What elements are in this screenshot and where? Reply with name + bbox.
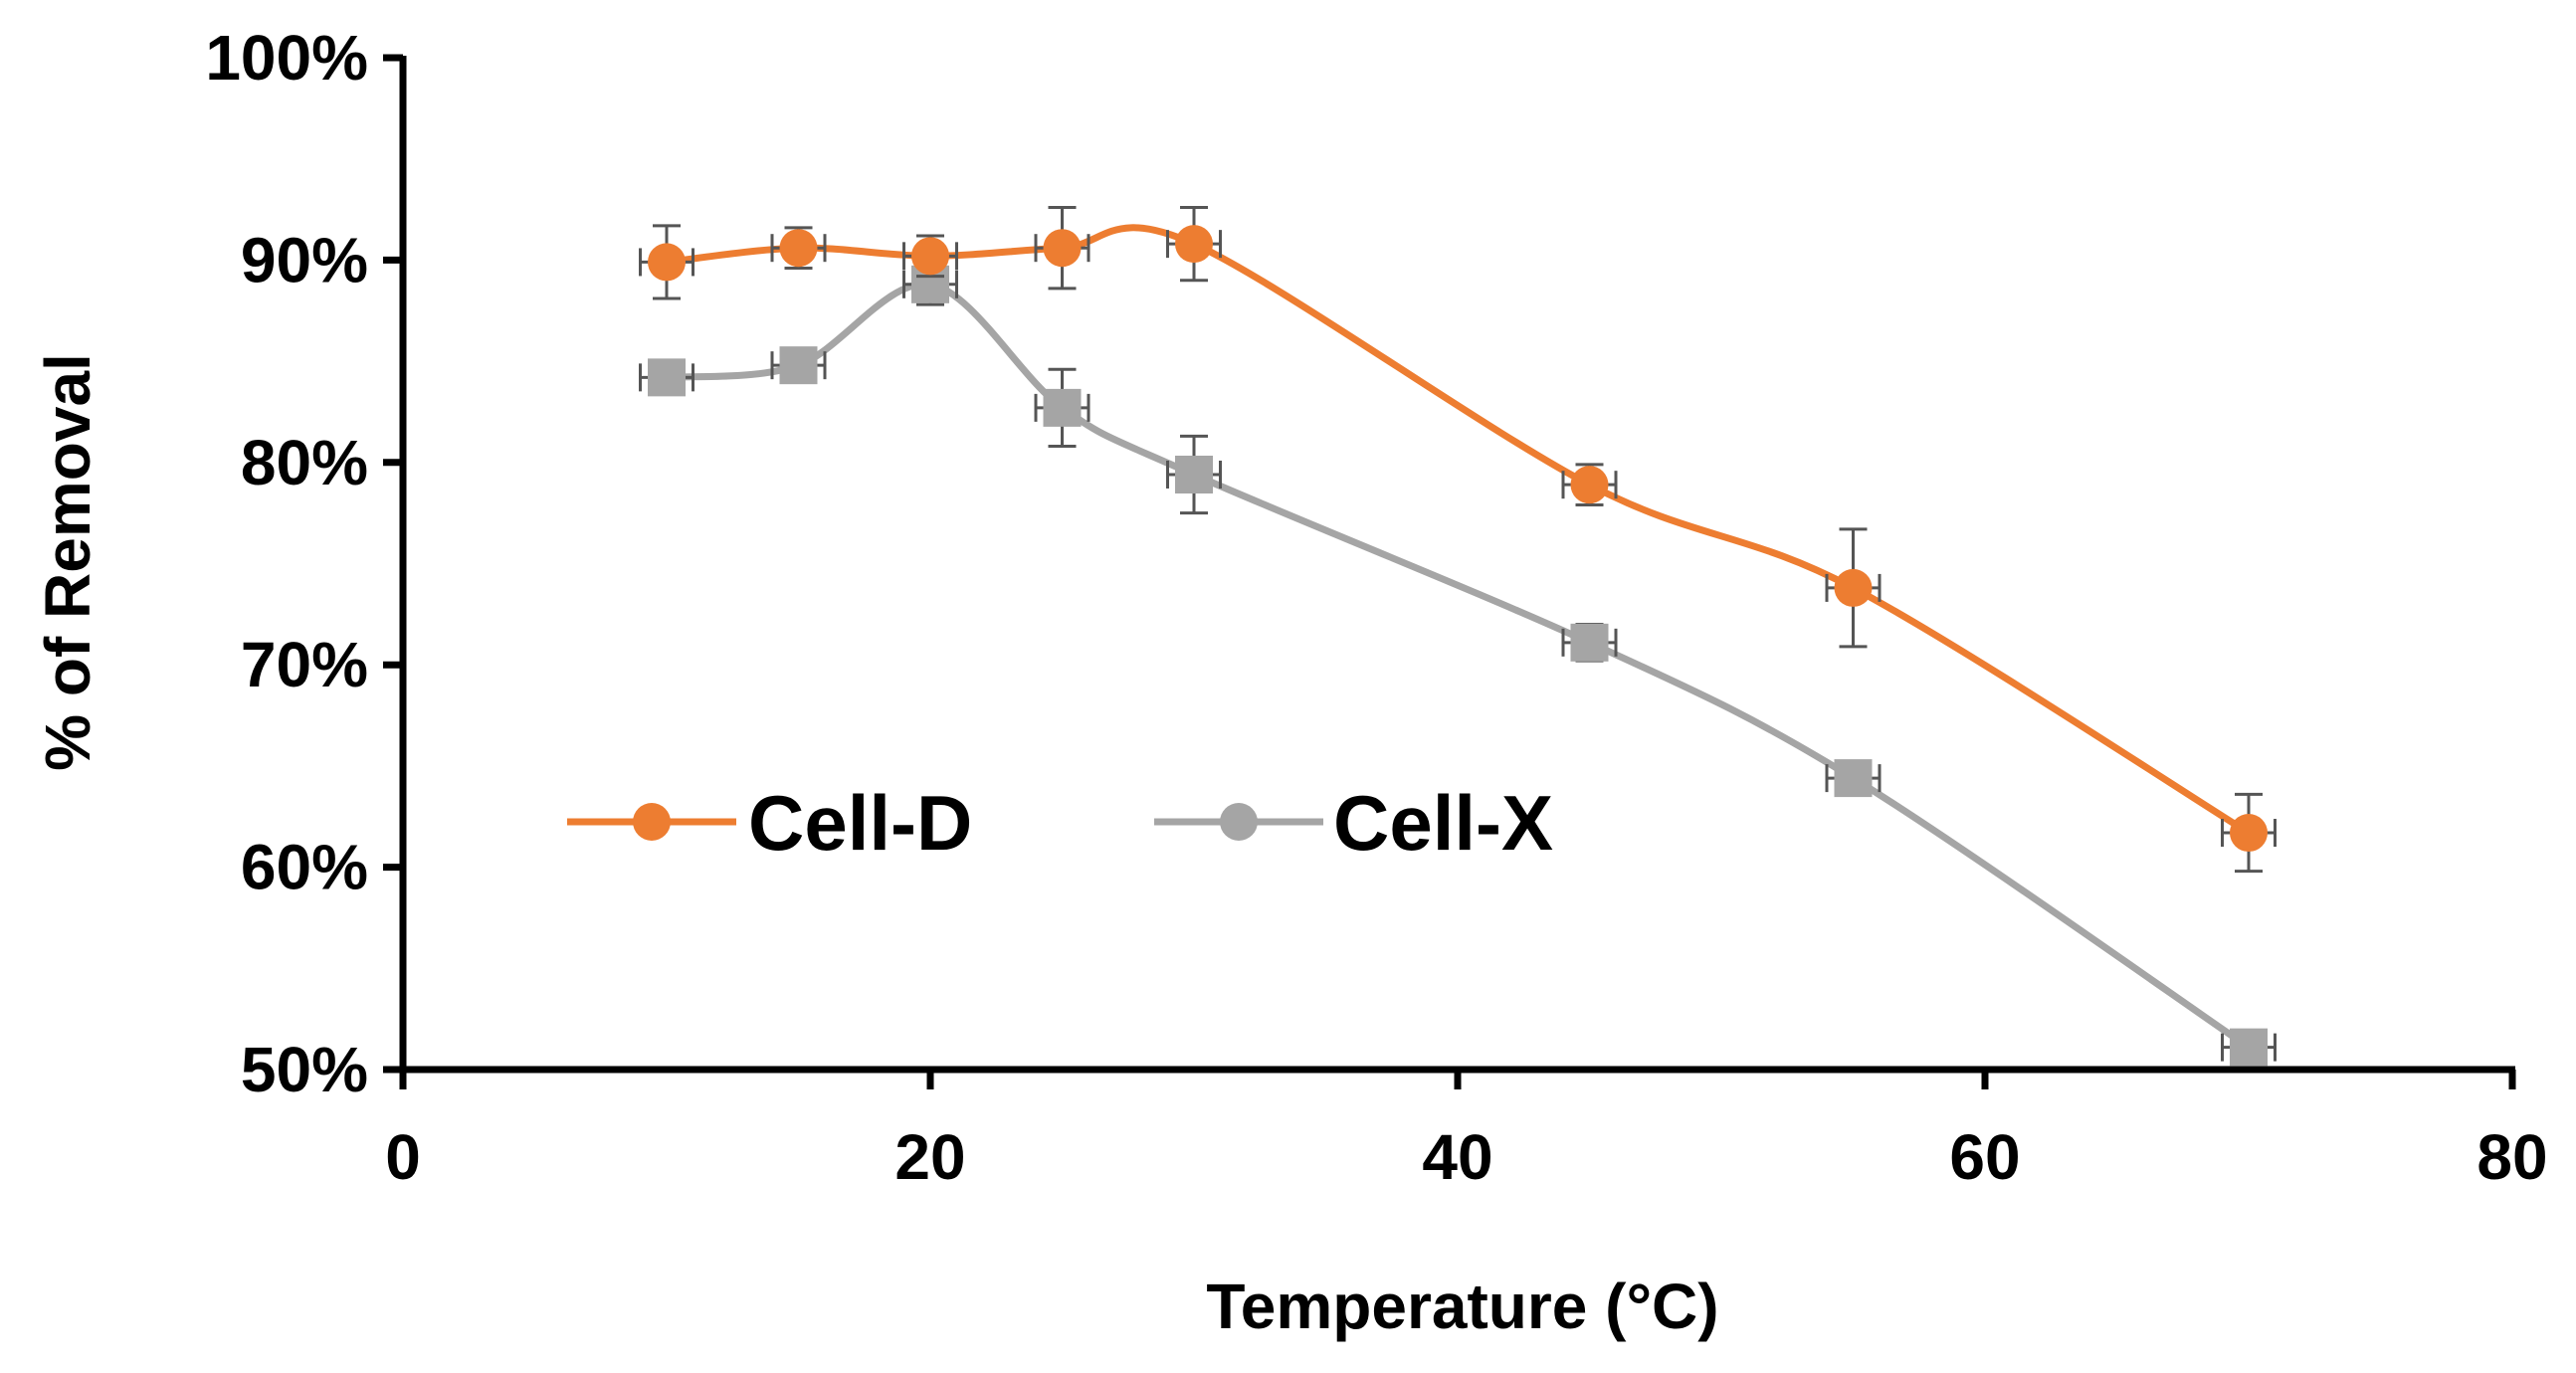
x-tick-label: 60 — [1949, 1121, 2020, 1193]
x-tick-label: 80 — [2477, 1121, 2547, 1193]
y-tick-label: 90% — [241, 224, 368, 295]
data-point-cell-d — [1834, 568, 1873, 607]
y-tick-label: 50% — [241, 1034, 368, 1105]
data-point-cell-x — [1043, 388, 1082, 427]
data-point-cell-d — [1175, 225, 1213, 264]
y-tick-label: 70% — [241, 629, 368, 700]
series-cell-d — [639, 206, 2277, 874]
x-tick-label: 40 — [1422, 1121, 1492, 1193]
data-point-cell-d — [648, 243, 686, 282]
data-point-cell-d — [1043, 229, 1082, 268]
legend-label-cell-x: Cell-X — [1333, 779, 1553, 867]
legend-label-cell-d: Cell-D — [748, 779, 972, 867]
y-tick-label: 80% — [241, 427, 368, 498]
y-axis-ticks: 50% 60% 70% 80% 90% 100% — [205, 22, 403, 1105]
data-point-cell-x — [648, 358, 686, 397]
x-tick-label: 20 — [894, 1121, 965, 1193]
data-point-cell-x — [1175, 456, 1213, 494]
data-point-cell-d — [779, 229, 818, 268]
axes — [399, 56, 2515, 1074]
y-tick-label: 100% — [205, 22, 368, 94]
legend: Cell-D Cell-X — [567, 779, 1553, 867]
legend-item-cell-x: Cell-X — [1154, 779, 1553, 867]
legend-marker-cell-x — [1220, 803, 1258, 841]
y-tick-label: 60% — [241, 832, 368, 903]
x-axis-title: Temperature (°C) — [1206, 1271, 1718, 1342]
data-point-cell-d — [911, 237, 949, 276]
data-point-cell-x — [2230, 1028, 2268, 1067]
data-point-cell-x — [1570, 623, 1609, 662]
legend-marker-cell-d — [633, 803, 671, 841]
y-axis-title: % of Removal — [32, 353, 103, 771]
series-cell-x — [639, 262, 2277, 1067]
data-point-cell-x — [1834, 759, 1873, 798]
x-axis-ticks: 0 20 40 60 80 — [385, 1070, 2548, 1193]
data-point-cell-d — [2230, 814, 2268, 853]
series-layer — [639, 206, 2277, 1067]
x-tick-label: 0 — [385, 1121, 421, 1193]
series-line-cell-d — [666, 224, 2251, 836]
legend-item-cell-d: Cell-D — [567, 779, 972, 867]
series-line-cell-x — [666, 281, 2251, 1051]
data-point-cell-x — [779, 346, 818, 385]
data-point-cell-d — [1570, 466, 1609, 504]
